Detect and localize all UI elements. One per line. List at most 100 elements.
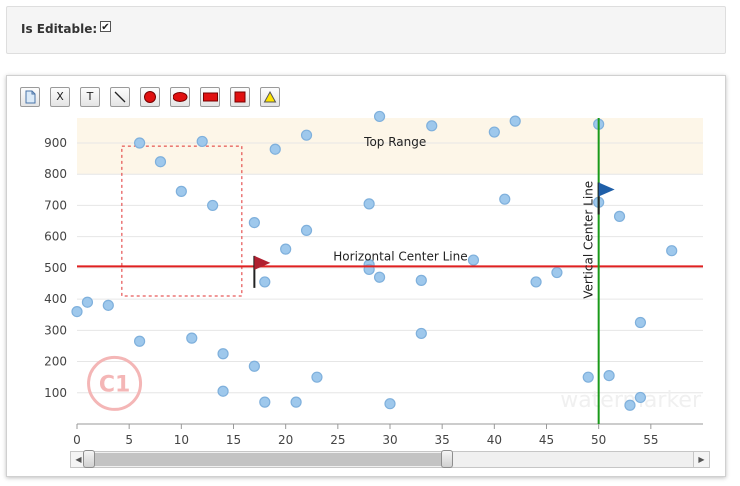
data-point[interactable] — [217, 348, 229, 360]
triangle-tool-button[interactable] — [260, 87, 280, 107]
data-point[interactable] — [186, 332, 198, 344]
data-point[interactable] — [551, 266, 563, 279]
data-point[interactable] — [415, 327, 427, 340]
data-point[interactable] — [634, 391, 647, 404]
horizontal-center-label: Horizontal Center Line — [333, 249, 467, 263]
y-tick-label: 400 — [44, 292, 67, 306]
y-tick-label: 100 — [44, 386, 67, 400]
is-editable-checkbox[interactable]: ✔ — [100, 21, 111, 33]
x-tick-label: 25 — [330, 433, 345, 447]
data-point[interactable] — [154, 156, 167, 168]
vertical-center-label: Vertical Center Line — [582, 181, 596, 299]
x-tick-label: 55 — [643, 433, 658, 447]
x-tick-label: 20 — [278, 433, 293, 447]
chart-panel: X T C1 watermarker Top Range 10020030040… — [6, 75, 726, 477]
flags — [253, 182, 615, 288]
data-point[interactable] — [300, 224, 313, 237]
gridlines — [77, 142, 703, 394]
text-tool-button[interactable]: T — [80, 87, 100, 107]
data-point[interactable] — [71, 305, 83, 318]
y-tick-label: 200 — [44, 355, 67, 369]
data-point[interactable] — [196, 135, 208, 148]
settings-panel: Is Editable: ✔ — [6, 6, 726, 54]
data-point[interactable] — [102, 299, 114, 311]
selection-rectangle[interactable] — [121, 145, 243, 297]
x-tick-label: 35 — [435, 433, 450, 447]
data-point[interactable] — [134, 335, 146, 347]
data-point[interactable] — [488, 126, 500, 138]
data-point[interactable] — [509, 115, 521, 127]
data-point[interactable] — [467, 254, 480, 266]
horizontal-scrollbar[interactable]: ◀ ▶ — [70, 450, 710, 468]
data-point[interactable] — [415, 274, 427, 286]
x-tick-label: 30 — [382, 433, 397, 447]
data-point[interactable] — [248, 217, 260, 229]
data-point[interactable] — [300, 129, 313, 141]
data-point[interactable] — [624, 399, 636, 411]
scroll-range-end-handle[interactable] — [441, 450, 453, 468]
data-point[interactable] — [384, 398, 396, 410]
data-point[interactable] — [363, 198, 375, 210]
scroll-range-start-handle[interactable] — [83, 450, 95, 468]
y-tick-label: 900 — [44, 136, 67, 150]
y-tick-label: 500 — [44, 261, 67, 275]
data-point[interactable] — [207, 199, 219, 212]
data-point[interactable] — [603, 370, 615, 382]
square-icon — [234, 91, 246, 103]
data-point[interactable] — [426, 120, 438, 132]
data-point[interactable] — [248, 360, 260, 372]
top-range-label: Top Range — [363, 135, 426, 149]
circle-icon — [144, 91, 156, 103]
data-point[interactable] — [373, 271, 386, 283]
blue-flag-icon[interactable] — [597, 182, 615, 215]
data-point[interactable] — [280, 243, 292, 255]
ellipse-tool-button[interactable] — [170, 87, 190, 107]
y-tick-label: 300 — [44, 323, 67, 337]
data-point[interactable] — [613, 210, 626, 222]
data-point[interactable] — [499, 193, 511, 205]
data-point[interactable] — [311, 371, 323, 383]
file-icon — [25, 90, 36, 104]
axes: 100 200 300 400 500 600 700 800 900 0 5 10 15 20 25 30 3… — [44, 136, 703, 447]
x-tick-label: 45 — [539, 433, 554, 447]
data-point[interactable] — [269, 143, 281, 155]
rectangle-icon — [203, 92, 218, 102]
data-point[interactable] — [290, 396, 302, 408]
new-file-button[interactable] — [20, 87, 40, 107]
data-point[interactable] — [175, 185, 187, 197]
red-flag-icon[interactable] — [253, 255, 271, 288]
scroll-right-arrow[interactable]: ▶ — [693, 452, 709, 467]
delete-button[interactable]: X — [50, 87, 70, 107]
line-icon — [114, 91, 126, 103]
line-tool-button[interactable] — [110, 87, 130, 107]
data-point[interactable] — [666, 245, 678, 257]
data-point[interactable] — [259, 276, 271, 288]
x-tick-label: 0 — [73, 433, 81, 447]
x-tick-label: 40 — [487, 433, 502, 447]
is-editable-label: Is Editable: — [21, 22, 98, 36]
x-tick-label: 5 — [125, 433, 133, 447]
data-point[interactable] — [634, 316, 647, 329]
scatter-chart[interactable]: C1 watermarker Top Range 100200300400500… — [7, 76, 723, 448]
data-point[interactable] — [217, 385, 229, 397]
x-tick-label: 15 — [226, 433, 241, 447]
data-point[interactable] — [373, 110, 386, 123]
triangle-icon — [263, 90, 277, 103]
data-point[interactable] — [134, 137, 146, 149]
x-tick-label: 10 — [174, 433, 189, 447]
data-points — [71, 110, 678, 411]
rectangle-tool-button[interactable] — [200, 87, 220, 107]
data-point[interactable] — [582, 371, 594, 383]
ellipse-icon — [173, 92, 188, 102]
logo-text: C1 — [99, 372, 130, 397]
scroll-range-thumb[interactable] — [83, 450, 453, 468]
square-tool-button[interactable] — [230, 87, 250, 107]
y-tick-label: 600 — [44, 230, 67, 244]
data-point[interactable] — [81, 296, 94, 308]
circle-tool-button[interactable] — [140, 87, 160, 107]
data-point[interactable] — [259, 396, 271, 408]
y-tick-label: 700 — [44, 198, 67, 212]
data-point[interactable] — [530, 276, 542, 288]
y-tick-label: 800 — [44, 167, 67, 181]
c1-logo: C1 — [87, 355, 143, 411]
